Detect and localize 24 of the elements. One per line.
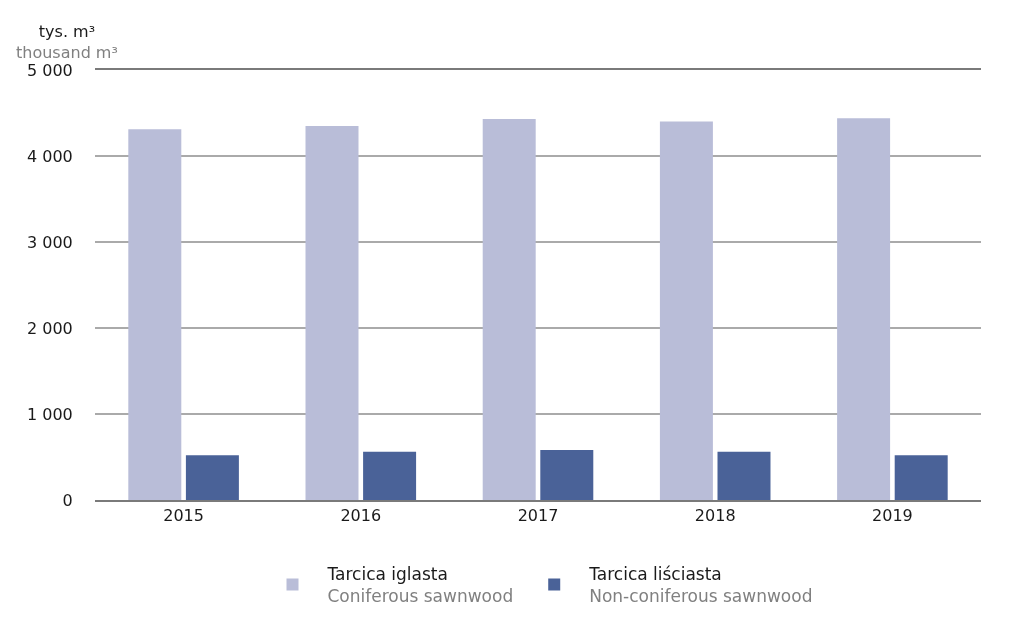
- bar: [894, 455, 948, 500]
- bar: [540, 450, 594, 500]
- x-tick-label: 2017: [517, 506, 559, 526]
- bar: [363, 451, 417, 500]
- x-tick-label: 2019: [872, 506, 913, 526]
- bar: [717, 451, 771, 500]
- x-tick-label: 2016: [340, 506, 382, 526]
- y-tick-label: 4 000: [26, 146, 73, 166]
- legend-label: Tarcica liściasta Non-coniferous sawnwood: [588, 564, 813, 607]
- y-axis-title: tys. m³ thousand m³: [16, 22, 118, 62]
- legend-label: Tarcica iglasta Coniferous sawnwood: [326, 564, 514, 607]
- bar: [837, 118, 891, 500]
- y-tick-label: 0: [62, 490, 73, 510]
- bar: [185, 455, 239, 500]
- x-tick-label: 2018: [694, 506, 736, 526]
- bar: [482, 119, 536, 500]
- bar: [305, 125, 359, 500]
- x-tick-label: 2015: [163, 506, 204, 526]
- bar: [659, 121, 713, 500]
- y-tick-label: 5 000: [26, 60, 73, 80]
- y-tick-label: 3 000: [26, 232, 73, 252]
- y-tick-label: 1 000: [26, 404, 73, 424]
- bar: [128, 129, 182, 500]
- y-tick-label: 2 000: [26, 318, 73, 338]
